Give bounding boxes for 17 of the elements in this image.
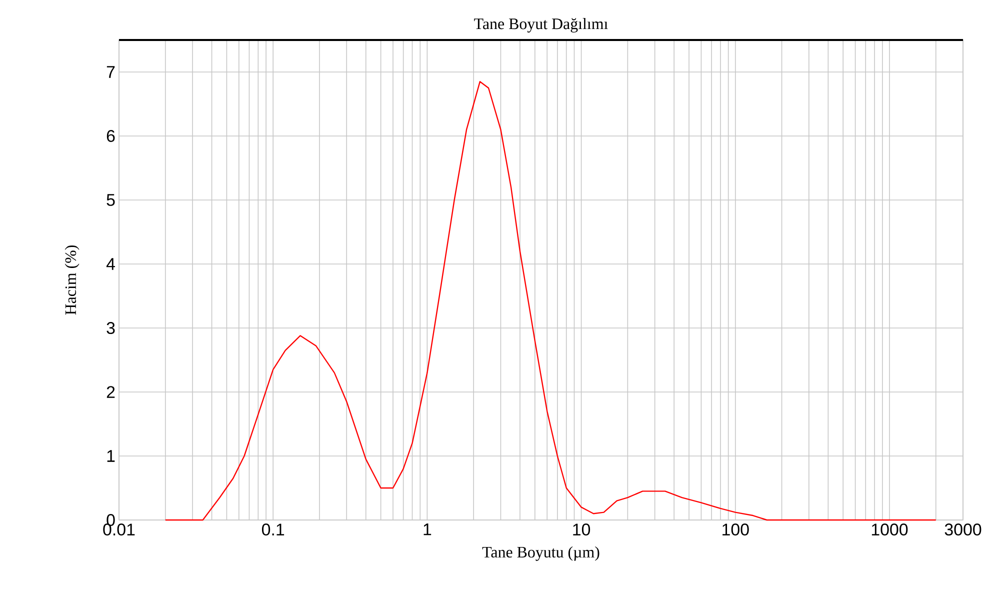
y-axis-title: Hacim (%): [64, 246, 80, 315]
x-tick-label: 0.01: [103, 524, 135, 536]
x-tick-label: 3000: [944, 524, 982, 536]
y-tick-label: 3: [106, 322, 115, 334]
x-axis-title: Tane Boyutu (µm): [482, 546, 600, 561]
y-tick-label: 1: [107, 450, 115, 462]
y-tick-label: 2: [106, 386, 115, 398]
x-tick-label: 10: [573, 524, 590, 536]
chart-title: Tane Boyut Dağılımı: [474, 18, 608, 32]
y-tick-label: 5: [106, 194, 115, 206]
x-tick-label: 100: [722, 524, 749, 536]
x-tick-label: 1000: [872, 524, 908, 536]
y-tick-label: 7: [106, 66, 115, 78]
x-tick-label: 1: [424, 524, 432, 536]
x-tick-label: 0.1: [262, 524, 284, 536]
y-tick-label: 6: [106, 130, 115, 142]
y-tick-label: 4: [106, 258, 115, 270]
